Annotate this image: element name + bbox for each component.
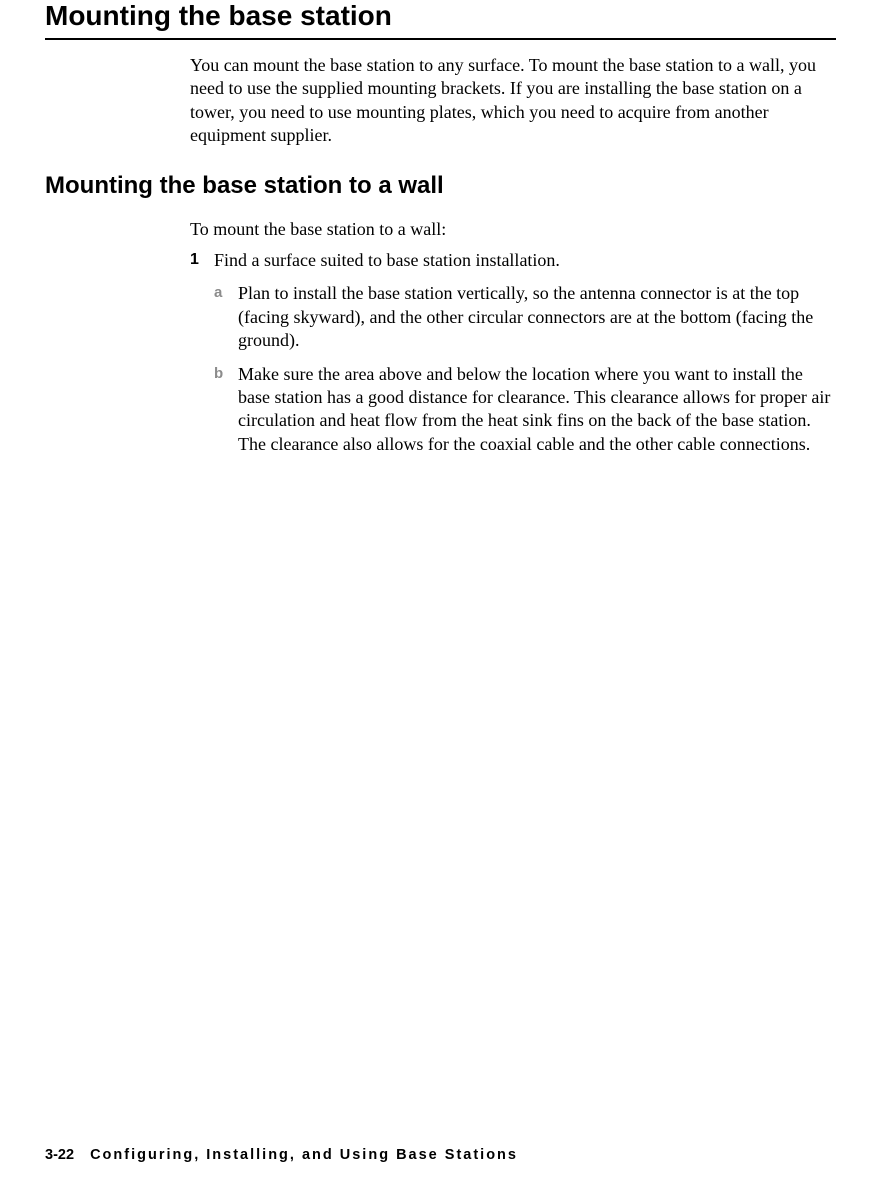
substep-b: b Make sure the area above and below the… [214, 363, 836, 457]
intro-paragraph: You can mount the base station to any su… [190, 54, 836, 148]
substep-a: a Plan to install the base station verti… [214, 282, 836, 352]
substep-b-text: Make sure the area above and below the l… [238, 363, 836, 457]
substep-b-letter: b [214, 363, 238, 457]
step-1-text: Find a surface suited to base station in… [214, 249, 560, 272]
section-body: To mount the base station to a wall: 1 F… [190, 218, 836, 457]
footer-page-number: 3-22 [45, 1147, 74, 1163]
page-footer: 3-22 Configuring, Installing, and Using … [45, 1147, 518, 1163]
footer-chapter-title: Configuring, Installing, and Using Base … [90, 1147, 518, 1163]
substep-a-text: Plan to install the base station vertica… [238, 282, 836, 352]
substep-a-letter: a [214, 282, 238, 352]
page-title: Mounting the base station [45, 0, 836, 32]
page: Mounting the base station You can mount … [0, 0, 881, 1199]
step-1: 1 Find a surface suited to base station … [190, 249, 836, 272]
body-column: You can mount the base station to any su… [190, 54, 836, 148]
title-rule [45, 38, 836, 40]
step-1-number: 1 [190, 249, 214, 272]
section-heading: Mounting the base station to a wall [45, 172, 836, 200]
lead-sentence: To mount the base station to a wall: [190, 218, 836, 241]
